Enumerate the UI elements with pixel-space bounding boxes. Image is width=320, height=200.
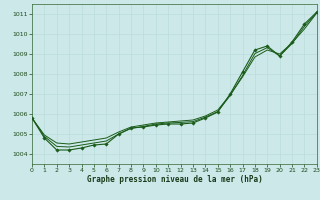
X-axis label: Graphe pression niveau de la mer (hPa): Graphe pression niveau de la mer (hPa)	[86, 175, 262, 184]
